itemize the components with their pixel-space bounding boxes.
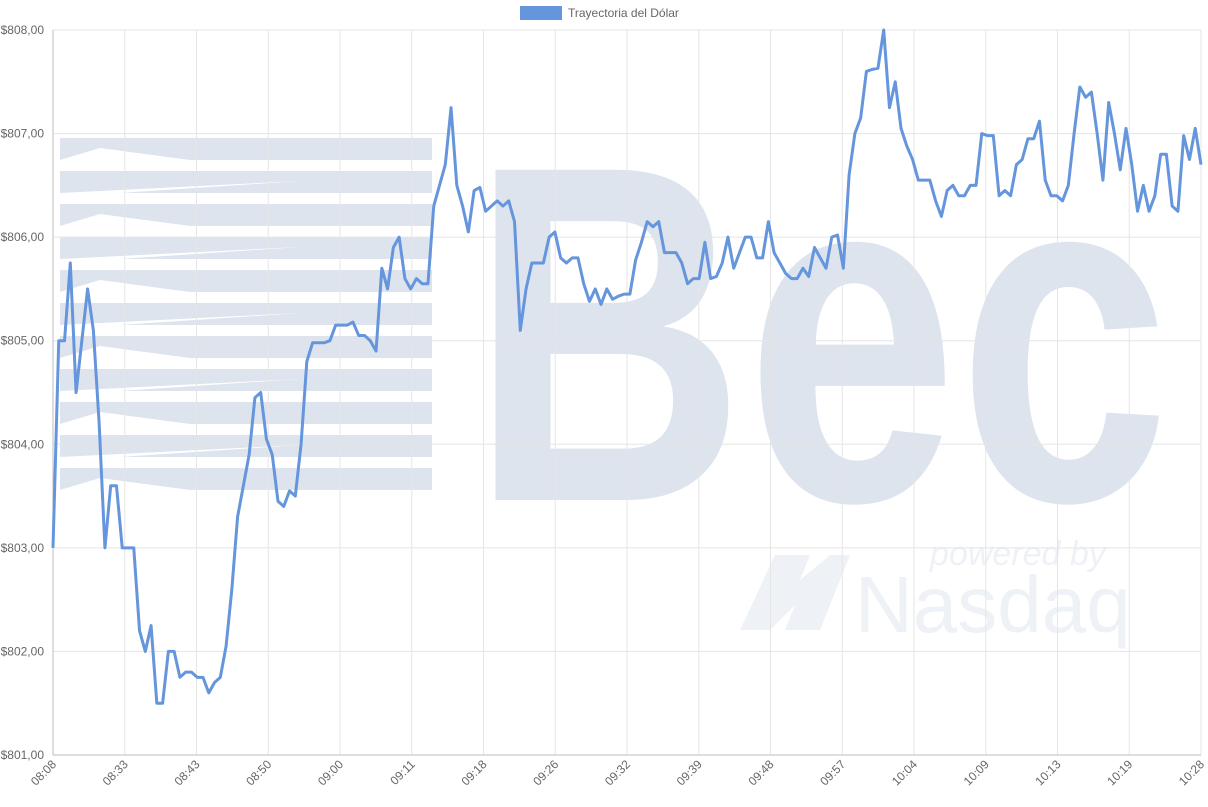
y-tick-label: $807,00 xyxy=(1,127,45,141)
x-tick-label: 09:48 xyxy=(745,757,776,788)
y-tick-label: $801,00 xyxy=(1,748,45,762)
chart-grid xyxy=(52,29,1202,756)
watermark-stripes-icon xyxy=(60,138,432,490)
x-tick-label: 08:33 xyxy=(100,757,131,788)
x-tick-label: 10:28 xyxy=(1176,757,1207,788)
x-tick-label: 10:13 xyxy=(1032,757,1063,788)
watermark-stripe xyxy=(60,270,432,292)
watermark-stripe xyxy=(60,171,432,193)
x-tick-label: 09:32 xyxy=(602,757,633,788)
y-tick-label: $804,00 xyxy=(1,437,45,451)
series-line xyxy=(51,28,1203,705)
y-tick-label: $805,00 xyxy=(1,334,45,348)
watermark-stripe xyxy=(60,402,432,424)
x-tick-label: 10:09 xyxy=(961,757,992,788)
x-tick-label: 09:18 xyxy=(458,757,489,788)
watermark-stripe xyxy=(60,303,432,325)
legend[interactable]: Trayectoria del Dólar xyxy=(520,6,679,20)
watermark-stripe xyxy=(60,237,432,259)
x-tick-label: 10:04 xyxy=(889,757,920,788)
watermark-brand: Bec xyxy=(470,65,1170,602)
x-tick-label: 09:57 xyxy=(817,757,848,788)
x-tick-label: 08:43 xyxy=(171,757,202,788)
y-tick-label: $803,00 xyxy=(1,541,45,555)
y-axis: $801,00 $802,00 $803,00 $804,00 $805,00 $806,… xyxy=(1,23,45,762)
x-tick-label: 09:11 xyxy=(387,757,418,788)
watermark-stripe xyxy=(60,138,432,160)
watermark-stripe xyxy=(60,336,432,358)
y-tick-label: $806,00 xyxy=(1,230,45,244)
x-tick-label: 09:00 xyxy=(315,757,346,788)
watermark-stripe xyxy=(60,204,432,226)
x-tick-label: 10:19 xyxy=(1104,757,1135,788)
watermark-tagline-brand: Nasdaq xyxy=(855,560,1131,649)
watermark-tagline: powered by xyxy=(929,535,1108,573)
x-tick-label: 09:39 xyxy=(674,757,705,788)
watermark-stripe xyxy=(60,369,432,391)
x-axis: 08:08 08:33 08:43 08:50 09:00 09:11 09:18 09:26… xyxy=(28,757,1207,788)
watermark-stripe xyxy=(60,435,432,457)
y-tick-label: $808,00 xyxy=(1,23,45,37)
chart-series xyxy=(51,28,1203,705)
watermark-logo: Bec powered by Nasdaq xyxy=(60,65,1170,649)
legend-label: Trayectoria del Dólar xyxy=(568,6,679,20)
nasdaq-logo-icon xyxy=(740,555,850,630)
legend-swatch xyxy=(520,6,562,20)
chart-axes xyxy=(52,30,1201,756)
x-tick-label: 09:26 xyxy=(530,757,561,788)
x-tick-label: 08:50 xyxy=(243,757,274,788)
y-tick-label: $802,00 xyxy=(1,644,45,658)
